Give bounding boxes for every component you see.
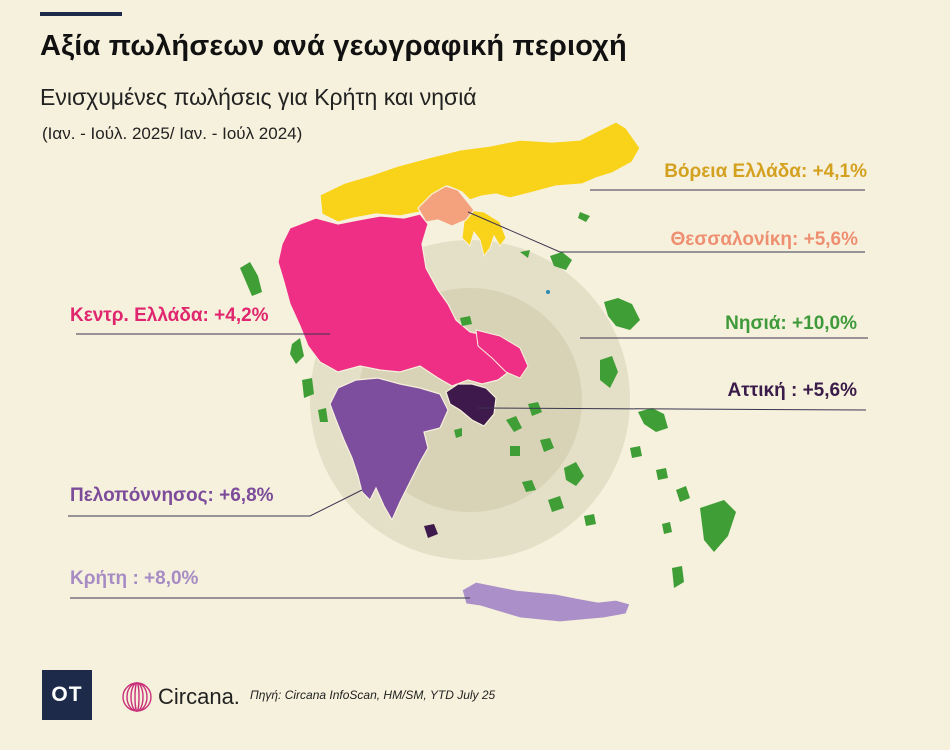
label-central-greece: Κεντρ. Ελλάδα: +4,2% (70, 305, 269, 326)
region-euboea (475, 329, 529, 379)
region-crete (461, 581, 631, 623)
label-north-greece: Βόρεια Ελλάδα: +4,1% (664, 161, 867, 182)
circana-mark-icon (122, 682, 152, 712)
page-title: Αξία πωλήσεων ανά γεωγραφική περιοχή (40, 30, 627, 62)
region-kythira (424, 524, 438, 538)
islands-group (240, 212, 736, 588)
label-peloponnese: Πελοπόννησος: +6,8% (70, 485, 274, 506)
circana-logo: Circana. (120, 680, 240, 714)
region-attica (445, 383, 497, 427)
top-accent-bar (40, 12, 122, 16)
region-chalkidiki (461, 209, 507, 258)
region-central-greece (277, 213, 521, 387)
source-note: Πηγή: Circana InfoScan, HM/SM, YTD July … (250, 688, 496, 702)
region-peloponnese (329, 377, 449, 522)
leader-thessaloniki (467, 211, 865, 253)
small-island-dot (546, 290, 550, 294)
ot-logo: OT (42, 670, 92, 720)
leader-peloponnese (68, 489, 363, 517)
label-islands: Νησιά: +10,0% (725, 313, 857, 334)
label-crete: Κρήτη : +8,0% (70, 568, 199, 589)
region-north-greece (319, 121, 641, 223)
period-note: (Ιαν. - Ιούλ. 2025/ Ιαν. - Ιούλ 2024) (42, 124, 303, 143)
leader-attica (477, 407, 867, 411)
label-thessaloniki: Θεσσαλονίκη: +5,6% (670, 229, 858, 250)
label-attica: Αττική : +5,6% (727, 380, 857, 401)
page-subtitle: Ενισχυμένες πωλήσεις για Κρήτη και νησιά (40, 84, 477, 110)
circana-wordmark: Circana. (158, 684, 240, 709)
region-thessaloniki (417, 185, 475, 227)
